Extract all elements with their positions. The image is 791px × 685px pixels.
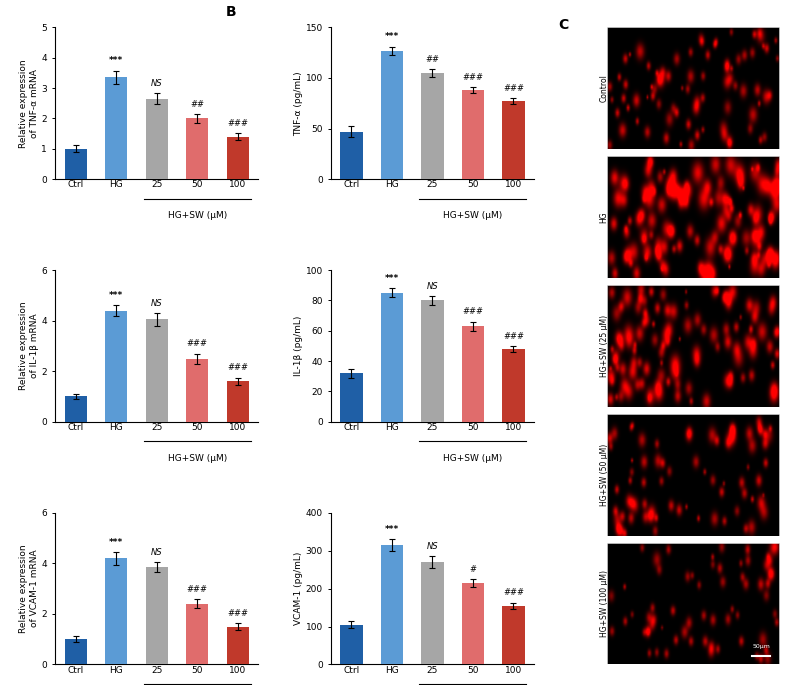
Bar — [186, 603, 208, 664]
Y-axis label: HG+SW (25 μM): HG+SW (25 μM) — [600, 315, 608, 377]
Text: ##: ## — [190, 99, 204, 108]
Text: ###: ### — [463, 308, 483, 316]
Y-axis label: VCAM-1 (pg/mL): VCAM-1 (pg/mL) — [293, 552, 303, 625]
Bar — [65, 149, 87, 179]
Bar — [226, 627, 249, 664]
Text: B: B — [225, 5, 237, 18]
Y-axis label: Relative expression
of TNF-α mRNA: Relative expression of TNF-α mRNA — [19, 59, 39, 147]
Text: 50μm: 50μm — [752, 645, 770, 649]
Text: ###: ### — [227, 363, 248, 372]
Y-axis label: Relative expression
of VCAM-1 mRNA: Relative expression of VCAM-1 mRNA — [19, 545, 39, 633]
Bar — [146, 567, 168, 664]
Text: ###: ### — [227, 609, 248, 618]
Bar — [502, 349, 524, 422]
Text: HG+SW (μM): HG+SW (μM) — [168, 211, 227, 220]
Bar — [380, 293, 403, 422]
Text: ***: *** — [109, 56, 123, 66]
Text: ###: ### — [187, 339, 208, 348]
Y-axis label: TNF-α (pg/mL): TNF-α (pg/mL) — [293, 71, 303, 136]
Bar — [226, 136, 249, 179]
Text: NS: NS — [151, 548, 162, 557]
Bar — [146, 99, 168, 179]
Bar — [502, 606, 524, 664]
Text: ###: ### — [227, 119, 248, 127]
Text: NS: NS — [151, 79, 162, 88]
Text: HG+SW (μM): HG+SW (μM) — [443, 453, 502, 462]
Text: C: C — [558, 18, 569, 32]
Bar — [65, 639, 87, 664]
Text: ###: ### — [503, 332, 524, 340]
Bar — [502, 101, 524, 179]
Text: ***: *** — [385, 32, 399, 41]
Bar — [422, 301, 444, 422]
Text: ***: *** — [109, 291, 123, 300]
Text: HG+SW (μM): HG+SW (μM) — [168, 453, 227, 462]
Bar — [65, 397, 87, 422]
Bar — [105, 558, 127, 664]
Y-axis label: HG: HG — [600, 211, 608, 223]
Bar — [105, 77, 127, 179]
Bar — [422, 73, 444, 179]
Text: ###: ### — [463, 73, 483, 82]
Bar — [186, 358, 208, 422]
Y-axis label: IL-1β (pg/mL): IL-1β (pg/mL) — [293, 316, 303, 376]
Text: ***: *** — [385, 525, 399, 534]
Text: ###: ### — [187, 585, 208, 594]
Bar — [462, 583, 484, 664]
Bar — [462, 326, 484, 422]
Bar — [186, 119, 208, 179]
Bar — [340, 132, 362, 179]
Bar — [422, 562, 444, 664]
Bar — [462, 90, 484, 179]
Y-axis label: HG+SW (50 μM): HG+SW (50 μM) — [600, 444, 608, 506]
Y-axis label: Relative expression
of IL-1β mRNA: Relative expression of IL-1β mRNA — [19, 301, 39, 390]
Text: #: # — [469, 565, 476, 574]
Bar — [340, 625, 362, 664]
Y-axis label: Control: Control — [600, 74, 608, 102]
Text: NS: NS — [151, 299, 162, 308]
Text: ###: ### — [503, 84, 524, 93]
Text: ##: ## — [426, 55, 440, 64]
Text: HG+SW (μM): HG+SW (μM) — [443, 211, 502, 220]
Text: NS: NS — [426, 282, 438, 290]
Text: NS: NS — [426, 542, 438, 551]
Bar — [146, 319, 168, 422]
Bar — [380, 51, 403, 179]
Text: ###: ### — [503, 588, 524, 597]
Bar — [340, 373, 362, 422]
Bar — [380, 545, 403, 664]
Text: ***: *** — [109, 538, 123, 547]
Text: ***: *** — [385, 274, 399, 283]
Bar — [105, 310, 127, 422]
Bar — [226, 382, 249, 422]
Y-axis label: HG+SW (100 μM): HG+SW (100 μM) — [600, 570, 608, 637]
